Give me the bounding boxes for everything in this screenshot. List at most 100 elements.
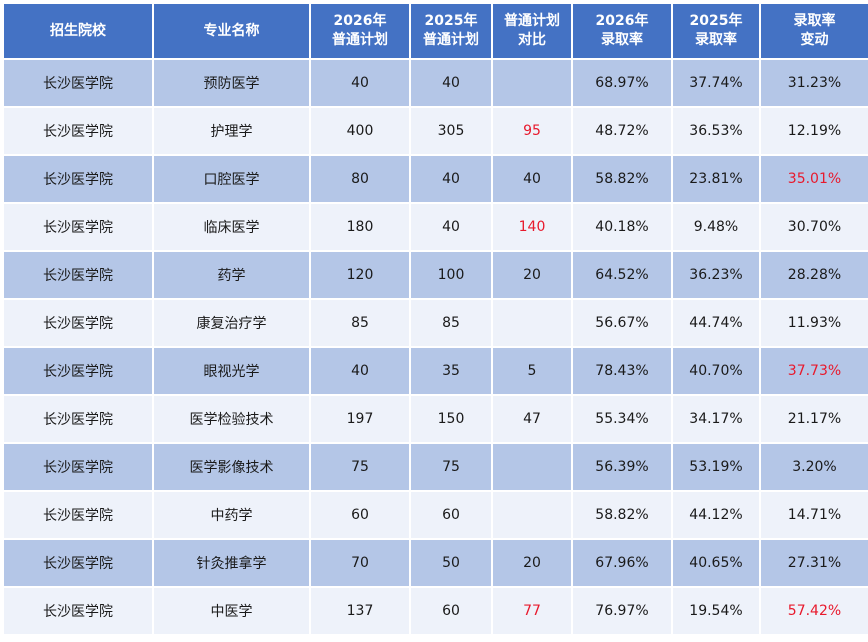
- cell-rate-2026: 64.52%: [571, 250, 673, 300]
- cell-major: 医学检验技术: [152, 394, 311, 444]
- header-plan-2026: 2026年普通计划: [309, 2, 411, 60]
- header-label-line: 变动: [800, 32, 829, 48]
- cell-school: 长沙医学院: [2, 346, 154, 396]
- cell-rate-change: 12.19%: [759, 106, 868, 156]
- header-label-line: 录取率: [793, 13, 836, 29]
- cell-school: 长沙医学院: [2, 538, 154, 588]
- cell-plan-2025: 35: [409, 346, 493, 396]
- cell-rate-2025: 44.12%: [671, 490, 761, 540]
- cell-rate-change: 21.17%: [759, 394, 868, 444]
- cell-plan-diff: 95: [491, 106, 573, 156]
- cell-plan-diff: 20: [491, 538, 573, 588]
- header-label-line: 普通计划: [332, 32, 388, 48]
- cell-plan-2026: 40: [309, 346, 411, 396]
- cell-rate-2026: 76.97%: [571, 586, 673, 636]
- cell-major: 中药学: [152, 490, 311, 540]
- cell-plan-2025: 150: [409, 394, 493, 444]
- cell-plan-2026: 60: [309, 490, 411, 540]
- cell-school: 长沙医学院: [2, 58, 154, 108]
- cell-rate-2026: 55.34%: [571, 394, 673, 444]
- cell-plan-2025: 40: [409, 202, 493, 252]
- cell-rate-2026: 56.39%: [571, 442, 673, 492]
- cell-rate-change: 57.42%: [759, 586, 868, 636]
- cell-plan-diff: [491, 442, 573, 492]
- cell-plan-2025: 50: [409, 538, 493, 588]
- cell-plan-diff: [491, 298, 573, 348]
- cell-rate-2025: 40.70%: [671, 346, 761, 396]
- cell-plan-diff: [491, 490, 573, 540]
- header-label-line: 招生院校: [50, 22, 106, 39]
- cell-plan-2025: 60: [409, 586, 493, 636]
- header-rate-2026: 2026年录取率: [571, 2, 673, 60]
- cell-plan-diff: 140: [491, 202, 573, 252]
- cell-school: 长沙医学院: [2, 298, 154, 348]
- header-label-line: 2026年: [595, 13, 649, 29]
- cell-school: 长沙医学院: [2, 586, 154, 636]
- table-row: 长沙医学院 眼视光学 40 35 5 78.43% 40.70% 37.73%: [2, 346, 868, 396]
- header-label-line: 2025年: [424, 13, 478, 29]
- cell-major: 药学: [152, 250, 311, 300]
- cell-school: 长沙医学院: [2, 442, 154, 492]
- header-label-line: 录取率: [601, 32, 643, 48]
- table-row: 长沙医学院 预防医学 40 40 68.97% 37.74% 31.23%: [2, 58, 868, 108]
- cell-rate-2026: 58.82%: [571, 490, 673, 540]
- cell-plan-2026: 137: [309, 586, 411, 636]
- table-row: 长沙医学院 医学检验技术 197 150 47 55.34% 34.17% 21.17%: [2, 394, 868, 444]
- cell-plan-2026: 180: [309, 202, 411, 252]
- table-body: 长沙医学院 预防医学 40 40 68.97% 37.74% 31.23% 长沙医学院 护理学 4…: [2, 58, 868, 636]
- header-plan-diff: 普通计划 对比: [491, 2, 573, 60]
- header-label-line: 普通计划: [504, 13, 560, 29]
- cell-school: 长沙医学院: [2, 106, 154, 156]
- cell-rate-2026: 68.97%: [571, 58, 673, 108]
- cell-rate-change: 3.20%: [759, 442, 868, 492]
- header-label-line: 普通计划: [423, 32, 479, 48]
- cell-plan-2026: 70: [309, 538, 411, 588]
- cell-plan-2025: 100: [409, 250, 493, 300]
- cell-plan-2025: 60: [409, 490, 493, 540]
- cell-rate-2025: 53.19%: [671, 442, 761, 492]
- cell-school: 长沙医学院: [2, 250, 154, 300]
- cell-plan-2026: 197: [309, 394, 411, 444]
- cell-plan-2026: 80: [309, 154, 411, 204]
- cell-rate-change: 31.23%: [759, 58, 868, 108]
- cell-rate-change: 14.71%: [759, 490, 868, 540]
- header-row: 招生院校 专业名称 2026年 普通计划 2025年 普通计划 普通计划 对比 2026年 录取率…: [2, 2, 868, 60]
- cell-school: 长沙医学院: [2, 394, 154, 444]
- table-row: 长沙医学院 口腔医学 80 40 40 58.82% 23.81% 35.01%: [2, 154, 868, 204]
- cell-plan-diff: [491, 58, 573, 108]
- header-plan-2025: 2025年普通计划: [409, 2, 493, 60]
- cell-major: 预防医学: [152, 58, 311, 108]
- cell-major: 临床医学: [152, 202, 311, 252]
- cell-major: 针灸推拿学: [152, 538, 311, 588]
- header-label-line: 对比: [518, 32, 546, 48]
- header-rate-2025: 2025年 录取率: [671, 2, 761, 60]
- cell-rate-2026: 58.82%: [571, 154, 673, 204]
- cell-school: 长沙医学院: [2, 490, 154, 540]
- table-row: 长沙医学院 医学影像技术 75 75 56.39% 53.19% 3.20%: [2, 442, 868, 492]
- cell-rate-2025: 36.53%: [671, 106, 761, 156]
- header-label-line: 2026年: [333, 13, 387, 29]
- cell-plan-2026: 400: [309, 106, 411, 156]
- table-row: 长沙医学院 针灸推拿学 70 50 20 67.96% 40.65% 27.31%: [2, 538, 868, 588]
- cell-plan-2025: 75: [409, 442, 493, 492]
- table-row: 长沙医学院 康复治疗学 85 85 56.67% 44.74% 11.93%: [2, 298, 868, 348]
- cell-plan-diff: 20: [491, 250, 573, 300]
- table-row: 长沙医学院 临床医学 180 40 140 40.18% 9.48% 30.70%: [2, 202, 868, 252]
- header-school: 招生院校: [2, 2, 154, 60]
- cell-rate-change: 28.28%: [759, 250, 868, 300]
- cell-plan-2025: 85: [409, 298, 493, 348]
- cell-rate-change: 37.73%: [759, 346, 868, 396]
- cell-plan-diff: 77: [491, 586, 573, 636]
- cell-rate-2025: 44.74%: [671, 298, 761, 348]
- cell-major: 康复治疗学: [152, 298, 311, 348]
- cell-rate-2026: 56.67%: [571, 298, 673, 348]
- cell-plan-2025: 40: [409, 58, 493, 108]
- cell-school: 长沙医学院: [2, 202, 154, 252]
- cell-rate-change: 11.93%: [759, 298, 868, 348]
- cell-major: 护理学: [152, 106, 311, 156]
- cell-rate-2025: 9.48%: [671, 202, 761, 252]
- header-rate-change: 录取率 变动: [759, 2, 868, 60]
- table-row: 长沙医学院 药学 120 100 20 64.52% 36.23% 28.28%: [2, 250, 868, 300]
- cell-rate-change: 27.31%: [759, 538, 868, 588]
- cell-plan-diff: 47: [491, 394, 573, 444]
